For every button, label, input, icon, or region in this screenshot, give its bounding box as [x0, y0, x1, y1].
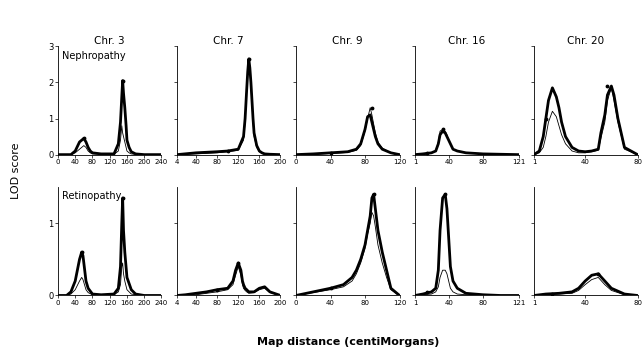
Title: Chr. 7: Chr. 7 — [213, 36, 244, 46]
Title: Chr. 9: Chr. 9 — [332, 36, 363, 46]
Title: Chr. 16: Chr. 16 — [448, 36, 486, 46]
Text: LOD score: LOD score — [11, 143, 21, 199]
Text: Nephropathy: Nephropathy — [62, 51, 126, 61]
Text: Retinopathy: Retinopathy — [62, 192, 122, 201]
Title: Chr. 20: Chr. 20 — [567, 36, 604, 46]
Text: Map distance (centiMorgans): Map distance (centiMorgans) — [256, 337, 439, 347]
Title: Chr. 3: Chr. 3 — [95, 36, 125, 46]
